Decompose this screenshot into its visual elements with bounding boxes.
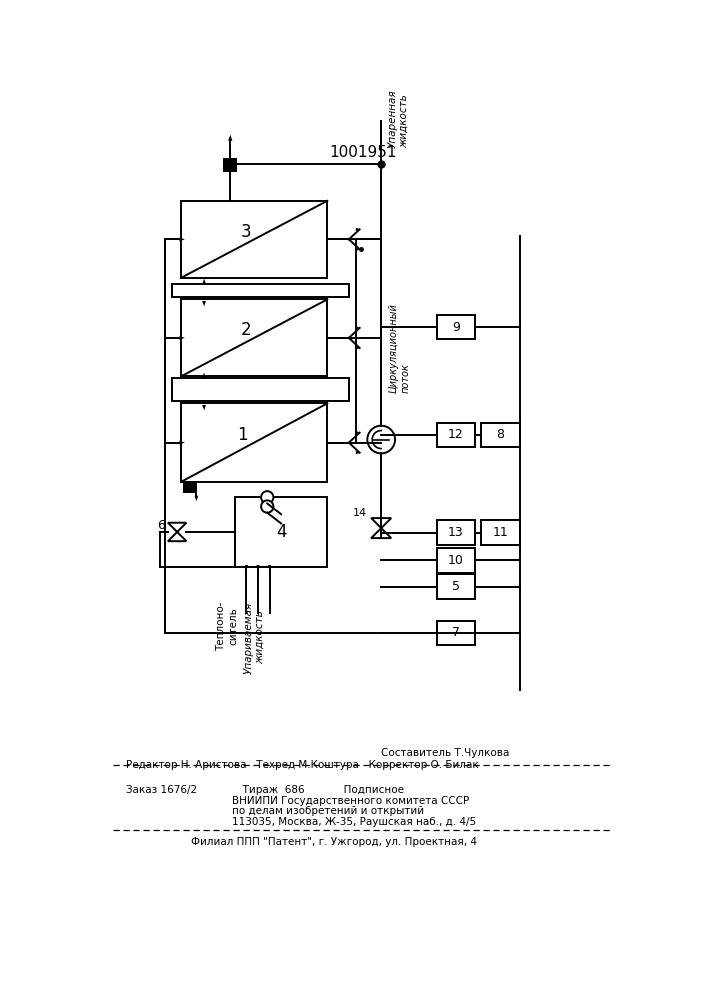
Text: 14: 14 [354, 508, 368, 518]
Bar [437, 520, 475, 545]
Bar [437, 315, 475, 339]
Text: Филиал ППП "Патент", г. Ужгород, ул. Проектная, 4: Филиал ППП "Патент", г. Ужгород, ул. Про… [191, 837, 477, 847]
Text: Упаренная
жидкость: Упаренная жидкость [387, 90, 409, 148]
Bar [437, 620, 475, 645]
Polygon shape [356, 451, 361, 454]
Polygon shape [168, 523, 187, 532]
Circle shape [261, 500, 274, 513]
Polygon shape [379, 112, 383, 118]
Bar [172, 378, 349, 401]
Bar [437, 423, 475, 447]
Polygon shape [180, 441, 185, 445]
Text: Упариваемая
жидкость: Упариваемая жидкость [243, 601, 265, 674]
Text: по делам изобретений и открытий: по делам изобретений и открытий [232, 806, 423, 816]
Polygon shape [268, 565, 271, 570]
Text: 12: 12 [448, 428, 464, 441]
Polygon shape [180, 237, 185, 241]
Text: 9: 9 [452, 321, 460, 334]
Bar [182, 482, 195, 493]
Text: 2: 2 [241, 321, 252, 339]
Polygon shape [202, 301, 206, 306]
Text: 3: 3 [241, 223, 252, 241]
Polygon shape [356, 326, 361, 330]
Text: 13: 13 [448, 526, 464, 539]
Bar [437, 574, 475, 599]
Text: 4: 4 [276, 523, 286, 541]
Circle shape [368, 426, 395, 453]
Polygon shape [356, 431, 361, 434]
Bar [481, 423, 520, 447]
Polygon shape [356, 228, 361, 231]
Bar [223, 158, 238, 172]
Text: Заказ 1676/2              Тираж  686            Подписное: Заказ 1676/2 Тираж 686 Подписное [126, 785, 404, 795]
Bar [181, 299, 327, 376]
Text: 6: 6 [157, 519, 165, 532]
Bar [437, 548, 475, 573]
Polygon shape [168, 532, 187, 541]
Polygon shape [194, 496, 198, 501]
Text: 7: 7 [452, 626, 460, 639]
Polygon shape [202, 405, 206, 410]
Polygon shape [180, 336, 185, 340]
Text: 5: 5 [452, 580, 460, 593]
Text: Теплоно-
ситель: Теплоно- ситель [216, 601, 238, 651]
Polygon shape [228, 135, 233, 141]
Text: 113035, Москва, Ж-35, Раушская наб., д. 4/5: 113035, Москва, Ж-35, Раушская наб., д. … [232, 817, 476, 827]
Text: ВНИИПИ Государственного комитета СССР: ВНИИПИ Государственного комитета СССР [232, 796, 469, 806]
Polygon shape [202, 279, 206, 284]
Polygon shape [371, 518, 391, 528]
Text: 1001951: 1001951 [329, 145, 397, 160]
Bar [235, 497, 327, 567]
Text: 10: 10 [448, 554, 464, 567]
Polygon shape [371, 528, 391, 538]
Text: Редактор Н. Аристова   Техред М.Коштура   Корректор О. Билак: Редактор Н. Аристова Техред М.Коштура Ко… [126, 760, 478, 770]
Text: 1: 1 [238, 426, 248, 444]
Text: 11: 11 [493, 526, 508, 539]
Bar [481, 520, 520, 545]
Text: Циркуляционный
поток: Циркуляционный поток [389, 303, 411, 393]
Circle shape [261, 491, 274, 503]
Text: 8: 8 [496, 428, 505, 441]
Polygon shape [356, 346, 361, 350]
Bar [181, 201, 327, 278]
Bar [181, 403, 327, 482]
Polygon shape [202, 373, 206, 378]
Polygon shape [257, 565, 259, 570]
Text: Составитель Т.Чулкова: Составитель Т.Чулкова [381, 748, 510, 758]
Polygon shape [245, 565, 248, 570]
Polygon shape [356, 248, 361, 251]
Bar [172, 284, 349, 297]
